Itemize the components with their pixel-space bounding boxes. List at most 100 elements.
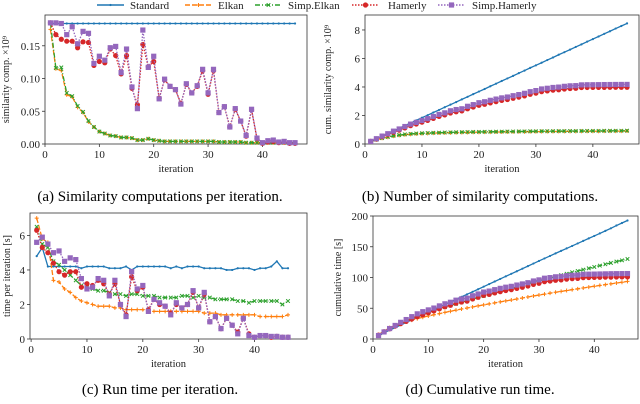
data-point: [529, 66, 532, 69]
data-point: [161, 76, 168, 82]
data-point: [537, 259, 541, 263]
x-axis-label: iteration: [159, 164, 195, 175]
legend-label: Hamerly: [388, 0, 427, 12]
data-point: [619, 280, 624, 285]
data-point: [613, 128, 618, 133]
data-point: [477, 288, 480, 291]
data-point: [581, 267, 586, 272]
data-point: [268, 333, 274, 340]
data-point: [96, 53, 102, 59]
data-point: [101, 277, 107, 283]
data-point: [261, 22, 264, 25]
data-point: [123, 313, 129, 320]
data-point: [528, 129, 533, 134]
data-point: [603, 32, 606, 35]
data-point: [95, 288, 101, 293]
data-point: [597, 283, 602, 288]
series-standard: [49, 22, 297, 25]
data-point: [211, 139, 216, 144]
data-point: [53, 65, 59, 71]
data-point: [45, 250, 51, 256]
data-point: [78, 275, 84, 282]
data-point: [46, 265, 49, 268]
data-point: [87, 22, 90, 25]
data-point: [620, 221, 624, 225]
series-line: [36, 218, 289, 318]
data-point: [63, 265, 66, 268]
y-tick-label: 150: [352, 242, 369, 254]
data-point: [145, 308, 151, 314]
data-point: [596, 128, 601, 134]
data-point: [109, 22, 112, 25]
data-point: [624, 81, 630, 88]
y-axis-label: cum. similarity comp. ×10⁹: [323, 24, 334, 134]
data-point: [269, 314, 274, 319]
data-point: [437, 311, 442, 316]
data-point: [546, 58, 549, 62]
data-point: [51, 278, 56, 283]
data-point: [591, 37, 594, 41]
data-point: [470, 304, 475, 309]
data-point: [597, 35, 600, 38]
data-point: [67, 255, 73, 261]
data-point: [80, 109, 86, 115]
data-point: [539, 129, 544, 134]
data-point: [557, 53, 560, 56]
y-tick-label: 0: [20, 334, 26, 346]
data-point: [147, 265, 150, 268]
data-point: [570, 287, 575, 292]
data-point: [614, 27, 617, 30]
data-point: [195, 139, 200, 144]
data-point: [238, 139, 243, 145]
data-point: [465, 129, 470, 135]
data-point: [607, 128, 613, 133]
data-point: [482, 99, 488, 105]
data-point: [257, 298, 263, 304]
data-point: [448, 309, 453, 314]
data-point: [390, 128, 397, 134]
data-point: [464, 295, 470, 301]
y-tick-label: 0.00: [21, 139, 41, 151]
data-point: [124, 135, 129, 140]
data-point: [586, 40, 589, 43]
data-point: [259, 140, 266, 146]
data-point: [236, 267, 239, 270]
data-point: [486, 288, 492, 294]
data-point: [84, 286, 90, 292]
data-point: [547, 275, 553, 281]
data-point: [189, 90, 195, 96]
data-point: [156, 96, 162, 102]
caption-c: (c) Run time per iteration.: [81, 382, 239, 398]
data-point: [584, 82, 590, 88]
data-point: [253, 268, 256, 272]
data-point: [238, 118, 244, 124]
x-tick-label: 30: [530, 149, 542, 161]
data-point: [185, 293, 190, 299]
data-point: [71, 22, 74, 25]
data-point: [248, 106, 255, 112]
data-point: [465, 293, 469, 296]
data-point: [118, 291, 123, 297]
data-point: [184, 139, 189, 144]
data-point: [585, 128, 590, 134]
data-point: [544, 85, 550, 91]
data-point: [403, 316, 409, 323]
data-point: [488, 282, 491, 286]
data-point: [180, 267, 184, 270]
data-point: [587, 237, 590, 240]
data-point: [492, 300, 497, 305]
data-point: [288, 22, 291, 25]
data-point: [114, 22, 117, 25]
data-point: [607, 81, 613, 88]
data-point: [223, 22, 226, 25]
data-point: [386, 325, 393, 332]
data-point: [91, 265, 94, 268]
data-point: [392, 322, 398, 329]
data-point: [398, 319, 404, 325]
data-point: [579, 128, 584, 134]
data-point: [243, 140, 249, 145]
data-point: [504, 275, 507, 278]
data-point: [197, 265, 200, 268]
data-point: [508, 283, 514, 289]
data-point: [595, 82, 602, 88]
